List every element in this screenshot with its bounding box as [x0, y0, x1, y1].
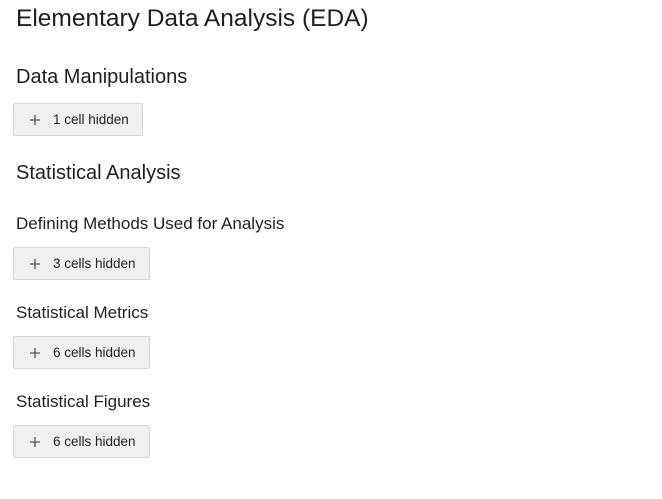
- plus-icon: [29, 114, 41, 126]
- plus-icon: [29, 258, 41, 270]
- hidden-cells-label: 3 cells hidden: [53, 256, 136, 271]
- expand-hidden-cells-button[interactable]: 6 cells hidden: [13, 425, 150, 458]
- page-title: Elementary Data Analysis (EDA): [16, 5, 369, 32]
- expand-hidden-cells-button[interactable]: 3 cells hidden: [13, 247, 150, 280]
- section-heading-statistical-analysis: Statistical Analysis: [16, 162, 181, 184]
- section-heading-defining-methods: Defining Methods Used for Analysis: [16, 214, 285, 233]
- hidden-cells-label: 6 cells hidden: [53, 345, 136, 360]
- section-heading-data-manipulations: Data Manipulations: [16, 66, 188, 88]
- expand-hidden-cells-button[interactable]: 6 cells hidden: [13, 336, 150, 369]
- plus-icon: [29, 436, 41, 448]
- plus-icon: [29, 347, 41, 359]
- expand-hidden-cells-button[interactable]: 1 cell hidden: [13, 103, 143, 136]
- hidden-cells-label: 1 cell hidden: [53, 112, 129, 127]
- section-heading-statistical-metrics: Statistical Metrics: [16, 303, 149, 322]
- hidden-cells-label: 6 cells hidden: [53, 434, 136, 449]
- section-heading-statistical-figures: Statistical Figures: [16, 392, 151, 411]
